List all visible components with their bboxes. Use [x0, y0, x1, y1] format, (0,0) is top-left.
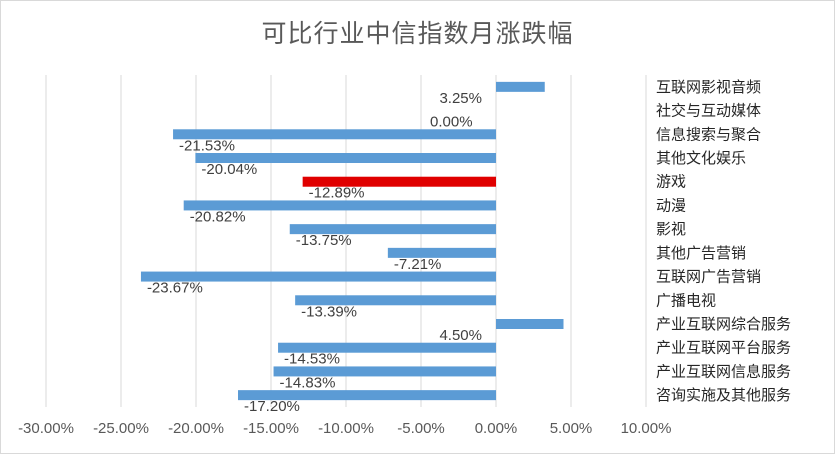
category-label: 广播电视	[656, 291, 716, 309]
bar	[387, 247, 496, 258]
x-tick-label: -25.00%	[93, 420, 149, 437]
bar	[302, 176, 496, 187]
data-label: -20.04%	[201, 161, 257, 178]
data-label: 3.25%	[439, 90, 482, 107]
data-label: -13.75%	[296, 232, 352, 249]
data-label: -12.89%	[309, 185, 365, 202]
category-label: 互联网广告营销	[656, 268, 761, 286]
bar	[496, 319, 564, 329]
category-label: 社交与互动媒体	[656, 102, 761, 120]
category-label: 咨询实施及其他服务	[656, 386, 791, 404]
x-tick-label: -15.00%	[243, 420, 299, 437]
chart-title: 可比行业中信指数月涨跌幅	[261, 19, 574, 48]
category-label: 动漫	[656, 196, 686, 214]
bar	[183, 200, 496, 211]
x-tick-label: 5.00%	[550, 420, 593, 437]
category-label: 产业互联网信息服务	[656, 362, 791, 380]
category-label: 信息搜索与聚合	[656, 125, 761, 143]
category-label: 产业互联网综合服务	[656, 315, 791, 333]
x-tick-label: 0.00%	[475, 420, 518, 437]
data-label: -23.67%	[147, 280, 203, 297]
category-label: 产业互联网平台服务	[656, 339, 791, 357]
data-label: 4.50%	[439, 327, 482, 344]
bar	[238, 390, 496, 401]
bar	[295, 295, 496, 306]
category-label: 游戏	[656, 173, 686, 191]
category-label: 其他广告营销	[656, 244, 746, 262]
data-label: -17.20%	[244, 398, 300, 415]
bar	[140, 271, 496, 282]
x-tick-label: 10.00%	[621, 420, 672, 437]
x-tick-label: -5.00%	[397, 420, 445, 437]
x-tick-label: -20.00%	[168, 420, 224, 437]
data-label: 0.00%	[430, 114, 473, 131]
bar	[289, 224, 496, 235]
x-tick-label: -30.00%	[18, 420, 74, 437]
category-label: 其他文化娱乐	[656, 149, 746, 167]
x-tick-label: -10.00%	[318, 420, 374, 437]
data-label: -20.82%	[190, 208, 246, 225]
data-label: -14.83%	[280, 374, 336, 391]
bar	[173, 129, 497, 140]
category-label: 互联网影视音频	[656, 78, 761, 96]
bar	[278, 342, 496, 353]
bar	[496, 81, 545, 92]
data-label: -7.21%	[394, 256, 442, 273]
data-label: -14.53%	[284, 351, 340, 368]
category-label: 影视	[656, 220, 686, 238]
data-label: -21.53%	[179, 137, 235, 154]
bar	[273, 366, 496, 377]
bar	[195, 153, 496, 163]
data-label: -13.39%	[301, 303, 357, 320]
